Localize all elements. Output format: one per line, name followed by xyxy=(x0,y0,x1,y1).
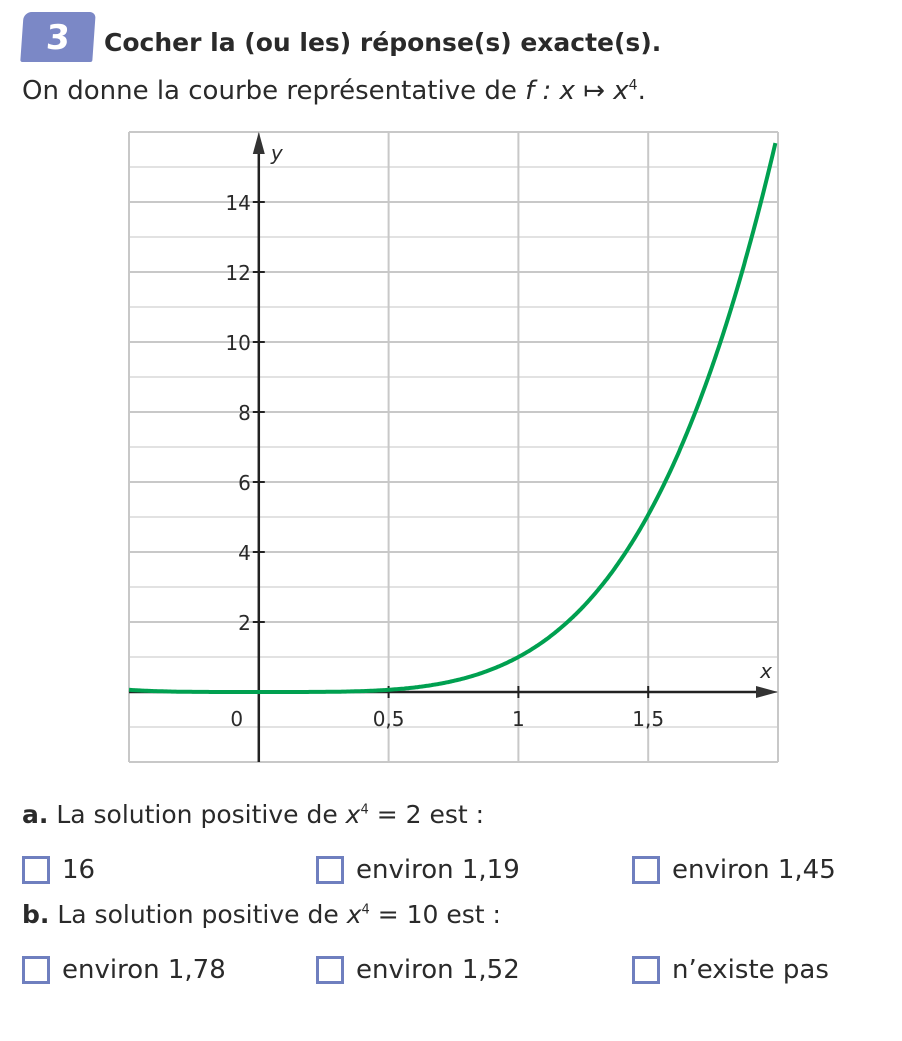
x-tick-label: 1 xyxy=(512,707,525,731)
option-label: environ 1,19 xyxy=(356,855,520,885)
y-tick-label: 4 xyxy=(238,541,251,565)
y-tick-label: 6 xyxy=(238,471,251,495)
exercise-title: Cocher la (ou les) réponse(s) exacte(s). xyxy=(104,28,662,57)
question-var: x xyxy=(345,800,361,829)
answer-option[interactable]: environ 1,45 xyxy=(632,855,836,885)
function-curve xyxy=(128,142,778,694)
question-letter: a. xyxy=(22,800,49,829)
answer-option[interactable]: environ 1,78 xyxy=(22,955,226,985)
checkbox[interactable] xyxy=(632,856,660,884)
x-tick-label: 1,5 xyxy=(632,707,664,731)
question-exp: 4 xyxy=(361,902,370,918)
y-tick-label: 2 xyxy=(238,611,251,635)
y-tick-label: 8 xyxy=(238,401,251,425)
question-var: x xyxy=(346,900,362,929)
checkbox[interactable] xyxy=(316,956,344,984)
question-b: b. La solution positive de x4 = 10 est : xyxy=(22,900,501,929)
question-text: La solution positive de xyxy=(49,900,347,929)
y-tick-label: 14 xyxy=(225,191,250,215)
exercise-subtitle: On donne la courbe représentative de f :… xyxy=(22,76,646,106)
checkbox[interactable] xyxy=(22,856,50,884)
y-tick-label: 10 xyxy=(225,331,250,355)
y-tick-label: 12 xyxy=(225,261,250,285)
subtitle-function: f : x ↦ x xyxy=(525,76,629,106)
y-axis-arrow xyxy=(252,132,265,154)
subtitle-end: . xyxy=(637,76,646,106)
x-axis-arrow xyxy=(756,686,778,698)
answer-option[interactable]: environ 1,19 xyxy=(316,855,520,885)
question-text: La solution positive de xyxy=(48,800,346,829)
y-axis-label: y xyxy=(270,141,284,165)
option-label: 16 xyxy=(62,855,96,885)
question-exp: 4 xyxy=(360,802,369,818)
checkbox[interactable] xyxy=(22,956,50,984)
subtitle-text: On donne la courbe représentative de xyxy=(22,76,526,106)
checkbox[interactable] xyxy=(316,856,344,884)
x-axis-label: x xyxy=(759,659,772,683)
origin-label: 0 xyxy=(230,707,243,731)
option-label: environ 1,52 xyxy=(356,955,520,985)
question-text-end: = 2 est : xyxy=(368,800,485,829)
option-label: n’existe pas xyxy=(672,955,829,985)
option-label: environ 1,78 xyxy=(62,955,226,985)
checkbox[interactable] xyxy=(632,956,660,984)
question-a: a. La solution positive de x4 = 2 est : xyxy=(22,800,484,829)
question-letter: b. xyxy=(22,900,50,929)
option-label: environ 1,45 xyxy=(672,855,836,885)
x-tick-label: 0,5 xyxy=(373,707,405,731)
answer-option[interactable]: environ 1,52 xyxy=(316,955,520,985)
answer-option[interactable]: n’existe pas xyxy=(632,955,829,985)
answer-option[interactable]: 16 xyxy=(22,855,95,885)
subtitle-exponent: 4 xyxy=(628,77,638,94)
question-text-end: = 10 est : xyxy=(369,900,501,929)
